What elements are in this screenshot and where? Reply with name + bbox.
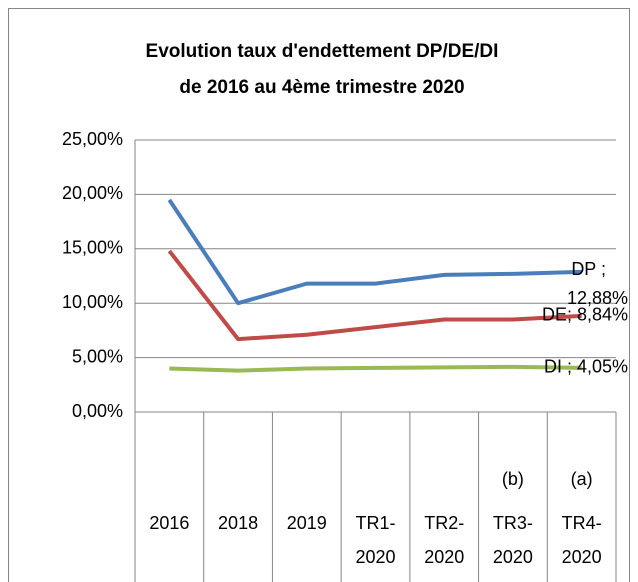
- y-tick-label: 10,00%: [62, 292, 123, 312]
- x-tick-label: 2016: [149, 513, 189, 533]
- data-label: DI ; 4,05%: [544, 357, 628, 377]
- data-label: DE; 8,84%: [542, 305, 628, 325]
- x-tick-label: TR2-2020: [424, 513, 464, 567]
- x-tick-label: TR3-2020: [493, 513, 533, 567]
- category-note: (b): [502, 469, 524, 489]
- y-tick-label: 0,00%: [72, 401, 123, 421]
- x-tick-label: 2019: [287, 513, 327, 533]
- category-note: (a): [571, 469, 593, 489]
- x-tick-label: 2018: [218, 513, 258, 533]
- y-tick-label: 15,00%: [62, 238, 123, 258]
- y-tick-label: 5,00%: [72, 346, 123, 366]
- series-line: [169, 364, 582, 373]
- y-tick-label: 20,00%: [62, 183, 123, 203]
- chart-title: de 2016 au 4ème trimestre 2020: [179, 77, 464, 98]
- x-tick-label: TR1-2020: [355, 513, 395, 567]
- data-label: DP ; 12,88%: [567, 259, 628, 308]
- series-line: [167, 198, 582, 306]
- y-tick-label: 25,00%: [62, 129, 123, 149]
- x-tick-label: TR4-2020: [562, 513, 602, 567]
- series-line: [167, 249, 582, 342]
- chart-title: Evolution taux d'endettement DP/DE/DI: [146, 41, 499, 62]
- chart-border: [8, 8, 630, 582]
